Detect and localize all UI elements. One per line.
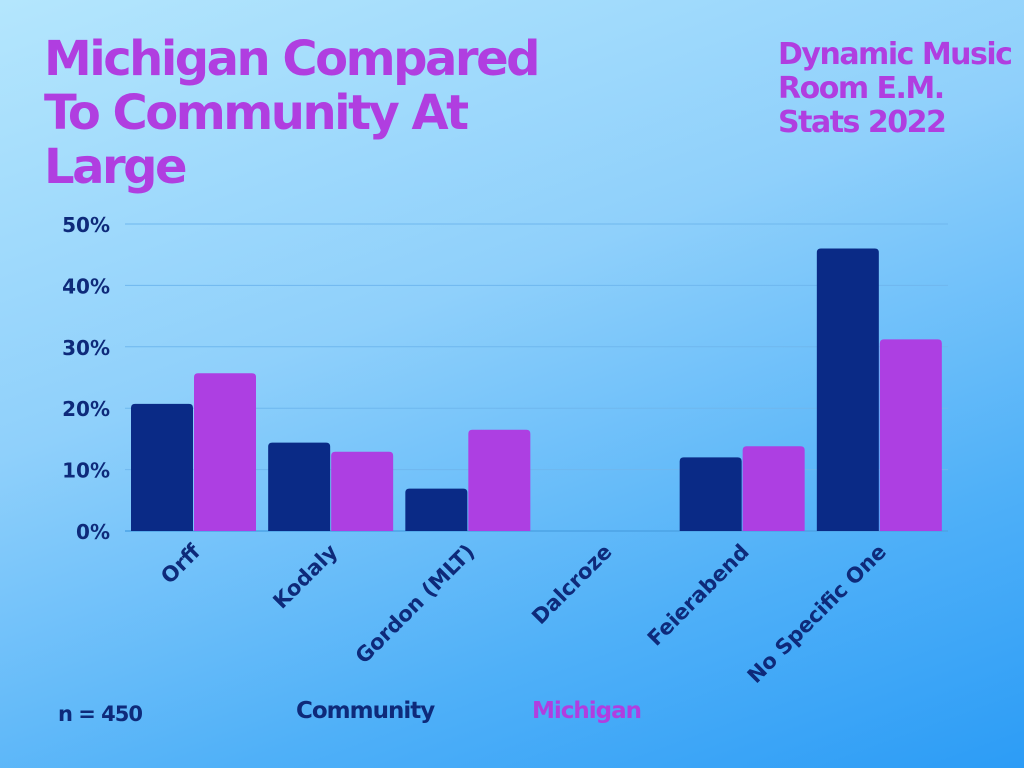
y-tick-label: 40% — [62, 274, 110, 298]
x-tick-label: Dalcroze — [527, 540, 616, 629]
bar-community-no-specific-one — [816, 248, 879, 531]
bar-michigan-kodaly — [331, 451, 394, 531]
x-tick-label: Kodaly — [268, 539, 342, 613]
y-tick-label: 20% — [62, 397, 110, 421]
y-tick-label: 30% — [62, 336, 110, 360]
sample-size-note: n = 450 — [58, 702, 143, 726]
bar-community-feierabend — [679, 457, 742, 531]
x-tick-label: No Specific One — [743, 540, 891, 688]
chart-title: Michigan Compared To Community At Large — [44, 31, 540, 195]
bar-community-orff — [131, 403, 193, 531]
y-tick-label: 50% — [62, 213, 110, 237]
bar-michigan-gordon-mlt — [468, 429, 531, 531]
bar-community-kodaly — [268, 442, 331, 531]
legend-michigan: Michigan — [532, 698, 642, 724]
bar-michigan-orff — [194, 373, 256, 531]
legend-community: Community — [296, 698, 435, 724]
bar-michigan-no-specific-one — [879, 339, 942, 531]
x-tick-label: Feierabend — [643, 540, 754, 651]
x-tick-label: Gordon (MLT) — [351, 540, 480, 669]
chart-subtitle: Dynamic Music Room E.M. Stats 2022 — [778, 37, 1013, 140]
y-tick-label: 10% — [62, 459, 110, 483]
x-tick-label: Orff — [156, 539, 206, 589]
y-tick-label: 0% — [76, 520, 110, 544]
bar-community-gordon-mlt — [405, 488, 468, 531]
bar-michigan-feierabend — [742, 446, 805, 531]
